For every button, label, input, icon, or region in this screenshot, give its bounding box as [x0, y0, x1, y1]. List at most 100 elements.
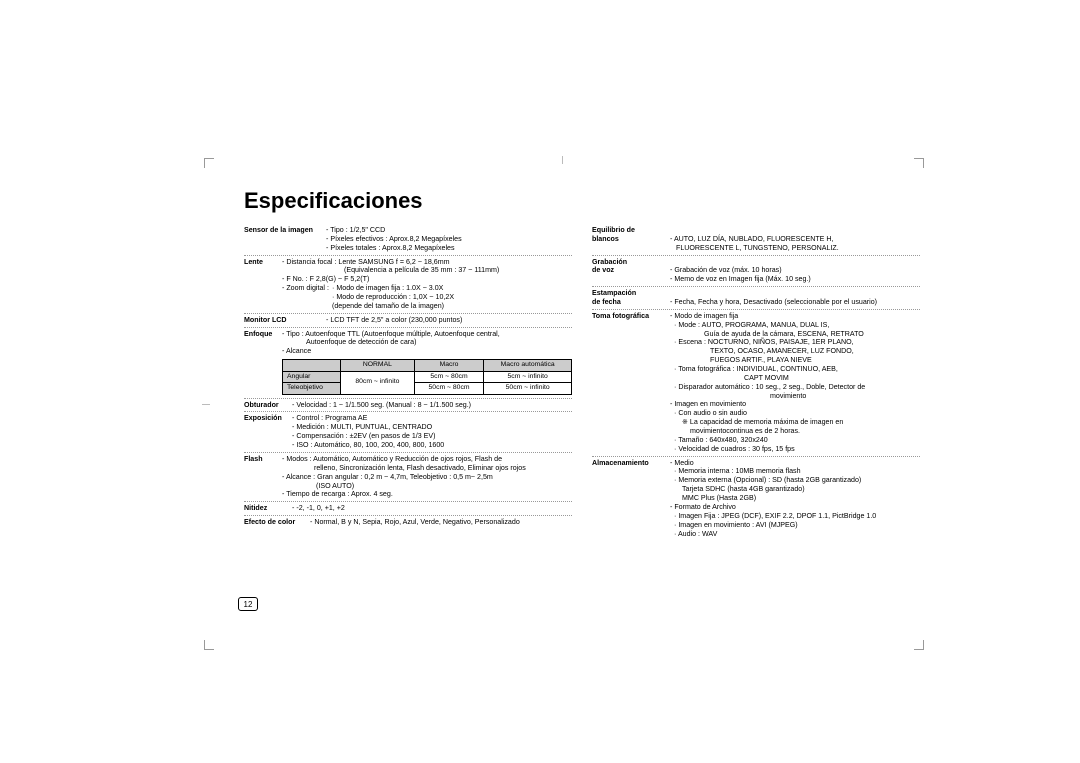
table-header: NORMAL: [341, 360, 415, 371]
spec-label: Exposición: [244, 414, 292, 423]
spec-value: - Píxeles totales : Aprox.8,2 Megapíxele…: [326, 244, 572, 253]
table-cell: 5cm ~ 80cm: [414, 371, 484, 382]
page-title: Especificaciones: [244, 188, 920, 214]
spec-value: · Imagen en movimiento : AVI (MJPEG): [670, 521, 920, 530]
spec-label: Flash: [244, 455, 282, 464]
spec-value: · Memoria interna : 10MB memoria flash: [670, 467, 920, 476]
spec-value: - Formato de Archivo: [670, 503, 920, 512]
spec-value: · Toma fotográfica : INDIVIDUAL, CONTINU…: [670, 365, 920, 374]
spec-toma: Toma fotográfica - Modo de imagen fija ·…: [592, 312, 920, 454]
spec-flash: Flash - Modos : Automático, Automático y…: [244, 455, 572, 499]
spec-value: - LCD TFT de 2,5" a color (230,000 punto…: [326, 316, 572, 325]
separator: [244, 313, 572, 314]
spec-label: Obturador: [244, 401, 292, 410]
spec-value: · Audio : WAV: [670, 530, 920, 539]
spec-value: · Disparador automático : 10 seg., 2 seg…: [670, 383, 920, 392]
spec-value: - -2, -1, 0, +1, +2: [292, 504, 345, 513]
spec-efecto: Efecto de color - Normal, B y N, Sepia, …: [244, 518, 572, 527]
spec-value: - Medición : MULTI, PUNTUAL, CENTRADO: [244, 423, 572, 432]
spec-value: - Píxeles efectivos : Aprox.8,2 Megapíxe…: [326, 235, 572, 244]
table-cell: 5cm ~ infinito: [484, 371, 572, 382]
spec-value: · Velocidad de cuadros : 30 fps, 15 fps: [670, 445, 920, 454]
spec-label: de fecha: [592, 298, 670, 307]
spec-value: FUEGOS ARTIF., PLAYA NIEVE: [670, 356, 920, 365]
separator: [244, 398, 572, 399]
spec-almacenamiento: Almacenamiento - Medio · Memoria interna…: [592, 459, 920, 539]
spec-value: · Escena : NOCTURNO, NIÑOS, PAISAJE, 1ER…: [670, 338, 920, 347]
separator: [592, 255, 920, 256]
spec-label: Lente: [244, 258, 282, 267]
spec-monitor: Monitor LCD - LCD TFT de 2,5" a color (2…: [244, 316, 572, 325]
spec-value: · Modo de reproducción : 1,0X ~ 10,2X: [244, 293, 572, 302]
spec-value: - AUTO, LUZ DÍA, NUBLADO, FLUORESCENTE H…: [670, 235, 920, 244]
right-column: Equilibrio de blancos - AUTO, LUZ DÍA, N…: [592, 226, 920, 538]
spec-estampacion: Estampación de fecha - Fecha, Fecha y ho…: [592, 289, 920, 307]
spec-value: - Grabación de voz (máx. 10 horas): [670, 266, 920, 275]
spec-value: - Compensación : ±2EV (en pasos de 1/3 E…: [244, 432, 572, 441]
separator: [244, 255, 572, 256]
spec-value: - Alcance: [244, 347, 572, 356]
spec-sensor: Sensor de la imagen - Tipo : 1/2,5" CCD …: [244, 226, 572, 253]
spec-label: Equilibrio de: [592, 226, 670, 235]
spec-value: (depende del tamaño de la imagen): [244, 302, 572, 311]
document-page: Especificaciones Sensor de la imagen - T…: [212, 160, 920, 538]
spec-equilibrio: Equilibrio de blancos - AUTO, LUZ DÍA, N…: [592, 226, 920, 253]
table-row-header: Angular: [283, 371, 341, 382]
spec-value: Tarjeta SDHC (hasta 4GB garantizado): [670, 485, 920, 494]
table-header: Macro: [414, 360, 484, 371]
spec-label: Grabación: [592, 258, 670, 267]
spec-value: Autoenfoque de detección de cara): [244, 338, 572, 347]
spec-value: MMC Plus (Hasta 2GB): [670, 494, 920, 503]
spec-value: - Memo de voz en Imagen fija (Máx. 10 se…: [670, 275, 920, 284]
spec-nitidez: Nitidez - -2, -1, 0, +1, +2: [244, 504, 572, 513]
spec-value: - Tipo : 1/2,5" CCD: [326, 226, 572, 235]
separator: [592, 456, 920, 457]
spec-value: movimientocontinua es de 2 horas.: [670, 427, 920, 436]
spec-value: · Imagen Fija : JPEG (DCF), EXIF 2.2, DP…: [670, 512, 920, 521]
crop-mark: [202, 404, 210, 405]
spec-value: ※ La capacidad de memoria máxima de imag…: [670, 418, 920, 427]
spec-label: blancos: [592, 235, 670, 244]
spec-value: relleno, Sincronización lenta, Flash des…: [244, 464, 572, 473]
crop-mark: [914, 640, 924, 650]
spec-value: - Alcance : Gran angular : 0,2 m ~ 4,7m,…: [244, 473, 572, 482]
spec-label: Enfoque: [244, 330, 282, 339]
columns: Sensor de la imagen - Tipo : 1/2,5" CCD …: [244, 226, 920, 538]
left-column: Sensor de la imagen - Tipo : 1/2,5" CCD …: [244, 226, 572, 538]
separator: [592, 309, 920, 310]
crop-mark: [204, 640, 214, 650]
spec-label: Nitidez: [244, 504, 292, 513]
focus-table: NORMAL Macro Macro automática Angular 80…: [282, 359, 572, 394]
page-number: 12: [238, 597, 258, 611]
spec-value: · Modo de imagen fija : 1.0X ~ 3.0X: [332, 284, 443, 293]
spec-value: - Zoom digital :: [282, 284, 332, 293]
spec-value: - Control : Programa AE: [292, 414, 367, 423]
spec-exposicion: Exposición - Control : Programa AE - Med…: [244, 414, 572, 449]
separator: [244, 327, 572, 328]
spec-label: Monitor LCD: [244, 316, 326, 325]
spec-value: movimiento: [670, 392, 920, 401]
spec-value: · Con audio o sin audio: [670, 409, 920, 418]
separator: [244, 501, 572, 502]
spec-lente: Lente - Distancia focal : Lente SAMSUNG …: [244, 258, 572, 311]
spec-label: Efecto de color: [244, 518, 310, 527]
spec-value: - Velocidad : 1 ~ 1/1.500 seg. (Manual :…: [292, 401, 471, 410]
spec-enfoque: Enfoque - Tipo : Autoenfoque TTL (Autoen…: [244, 330, 572, 357]
table-cell: 80cm ~ infinito: [341, 371, 415, 394]
spec-value: - Distancia focal : Lente SAMSUNG f = 6,…: [282, 258, 450, 267]
spec-value: - Tipo : Autoenfoque TTL (Autoenfoque mú…: [282, 330, 500, 339]
spec-value: (Equivalencia a película de 35 mm : 37 ~…: [244, 266, 572, 275]
spec-value: · Tamaño : 640x480, 320x240: [670, 436, 920, 445]
spec-value: - Tiempo de recarga : Aprox. 4 seg.: [244, 490, 572, 499]
table-header: Macro automática: [484, 360, 572, 371]
separator: [244, 452, 572, 453]
spec-label: Toma fotográfica: [592, 312, 670, 454]
separator: [244, 411, 572, 412]
spec-value: FLUORESCENTE L, TUNGSTENO, PERSONALIZ.: [670, 244, 920, 253]
spec-obturador: Obturador - Velocidad : 1 ~ 1/1.500 seg.…: [244, 401, 572, 410]
spec-value: - Normal, B y N, Sepia, Rojo, Azul, Verd…: [310, 518, 520, 527]
spec-value: - Fecha, Fecha y hora, Desactivado (sele…: [670, 298, 920, 307]
spec-value: TEXTO, OCASO, AMANECER, LUZ FONDO,: [670, 347, 920, 356]
separator: [592, 286, 920, 287]
spec-value: - Medio: [670, 459, 920, 468]
